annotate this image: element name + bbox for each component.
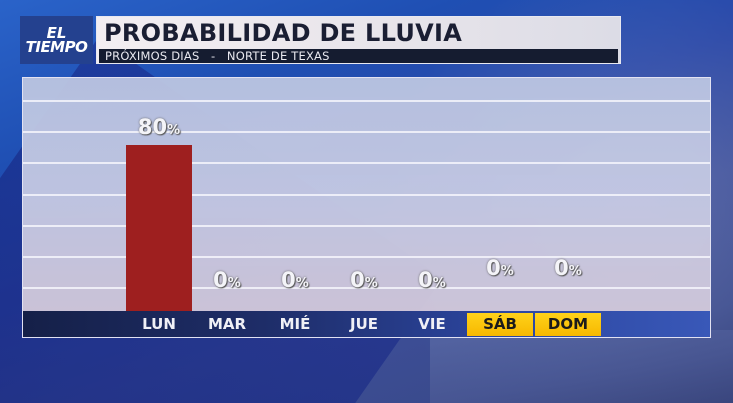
- value-label-mar: 0%: [213, 268, 241, 292]
- day-label-lun: LUN: [142, 315, 176, 333]
- logo-line1: EL: [46, 23, 67, 42]
- day-label-sáb: SÁB: [467, 313, 533, 336]
- grid-line: [23, 225, 710, 227]
- value-label-lun: 80%: [137, 115, 181, 139]
- bar-lun: [126, 145, 192, 311]
- grid-line: [23, 194, 710, 196]
- chart-title: PROBABILIDAD DE LLUVIA: [104, 19, 463, 47]
- day-label-mar: MAR: [207, 315, 247, 333]
- grid-line: [23, 131, 710, 133]
- day-label-jue: JUE: [349, 315, 378, 333]
- background-rain-image: [430, 330, 733, 403]
- title-box: PROBABILIDAD DE LLUVIA PRÓXIMOS DIAS - N…: [96, 16, 621, 64]
- day-label-dom: DOM: [535, 313, 601, 336]
- day-labels-strip: LUN MAR MIÉ JUE VIE SÁB DOM: [23, 311, 710, 337]
- value-label-sáb: 0%: [486, 256, 514, 280]
- value-label-dom: 0%: [554, 256, 582, 280]
- grid-line: [23, 287, 710, 289]
- value-label-vie: 0%: [418, 268, 446, 292]
- chart-subtitle: PRÓXIMOS DIAS - NORTE DE TEXAS: [99, 49, 618, 63]
- grid-line: [23, 162, 710, 164]
- value-label-mié: 0%: [281, 268, 309, 292]
- logo-line2: TIEMPO: [25, 38, 88, 56]
- grid-line: [23, 100, 710, 102]
- day-label-vie: VIE: [418, 315, 446, 333]
- el-tiempo-logo: EL TIEMPO: [20, 16, 93, 64]
- day-label-mié: MIÉ: [279, 315, 311, 333]
- grid-line: [23, 256, 710, 258]
- chart-panel: 80% 0% 0% 0% 0% 0% 0% LUN MAR MIÉ JUE VIE SÁB DOM: [22, 77, 711, 338]
- value-label-jue: 0%: [350, 268, 378, 292]
